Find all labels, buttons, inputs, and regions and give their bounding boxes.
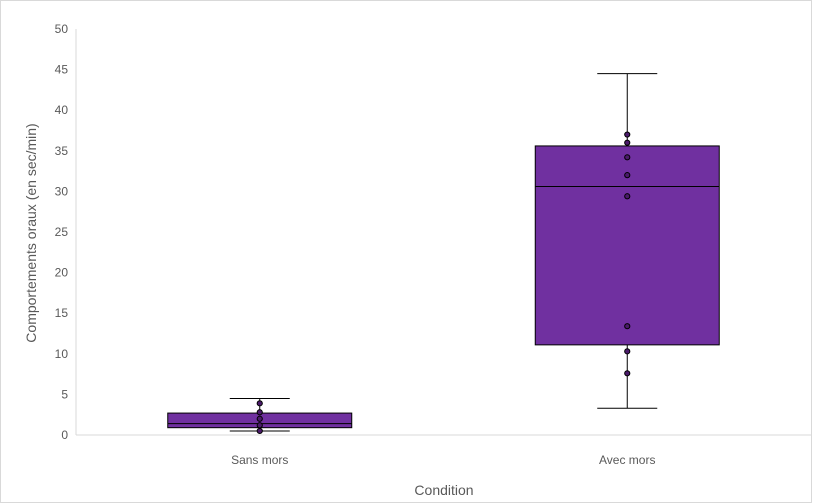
y-tick-label: 20	[55, 266, 69, 280]
y-tick-label: 50	[55, 22, 69, 36]
y-axis-title: Comportements oraux (en sec/min)	[23, 123, 39, 342]
data-point	[624, 172, 631, 179]
x-tick-label: Avec mors	[599, 453, 655, 467]
y-tick-label: 15	[55, 306, 69, 320]
y-tick-label: 35	[55, 144, 69, 158]
x-tick-label: Sans mors	[231, 453, 288, 467]
y-tick-label: 10	[55, 347, 69, 361]
data-point	[256, 409, 263, 416]
y-tick-label: 0	[61, 428, 68, 442]
box-group-0	[167, 397, 353, 435]
x-axis-title: Condition	[414, 482, 473, 498]
y-axis: 0 5 10 15 20 25 30 35 40 45 50	[55, 22, 77, 442]
y-tick-label: 30	[55, 184, 69, 198]
data-point	[624, 154, 631, 161]
y-tick-label: 25	[55, 225, 69, 239]
data-point	[256, 400, 263, 407]
data-point	[624, 139, 631, 146]
y-tick-label: 5	[61, 387, 68, 401]
data-point	[256, 427, 263, 435]
data-point	[624, 193, 631, 200]
y-tick-label: 45	[55, 63, 69, 77]
data-point	[624, 370, 631, 377]
data-point	[256, 422, 263, 429]
y-tick-label: 40	[55, 103, 69, 117]
data-point	[624, 131, 631, 138]
box-iqr	[534, 145, 720, 346]
data-point	[624, 348, 631, 355]
data-point	[624, 323, 631, 330]
data-point	[256, 415, 263, 422]
box-group-1	[534, 73, 720, 409]
plot-area	[167, 73, 720, 435]
x-axis: Sans mors Avec mors	[76, 434, 811, 467]
